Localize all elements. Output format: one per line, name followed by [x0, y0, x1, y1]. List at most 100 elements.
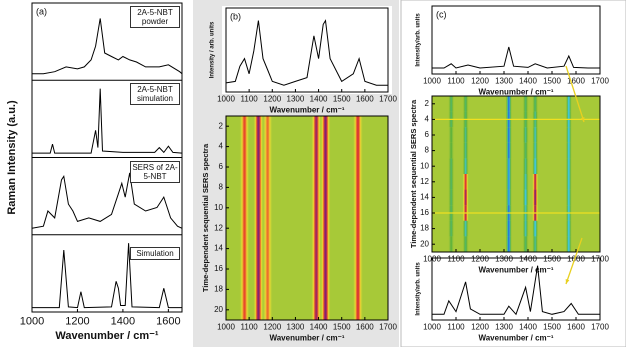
x-tick-label: 1300 — [495, 77, 513, 86]
heatmap-cell — [565, 236, 572, 252]
spectrum-label-box: Simulation — [130, 246, 180, 260]
heatmap-stripe — [263, 116, 273, 320]
spectrum-label-box: 2A-5-NBT simulation — [130, 83, 180, 106]
heatmap-cell — [462, 220, 469, 237]
y-tick-label: 8 — [425, 146, 430, 155]
heatmap-cell — [505, 236, 512, 252]
x-tick-label: 1200 — [263, 95, 281, 104]
heatmap-cell — [532, 220, 539, 237]
x-tick-label: 1200 — [263, 323, 281, 332]
panel-label: (a) — [36, 6, 47, 16]
x-tick-label: 1200 — [471, 323, 489, 332]
y-tick-label: 18 — [420, 224, 429, 233]
x-tick-label: 1400 — [111, 316, 135, 328]
heatmap-cell — [448, 236, 455, 252]
heatmap-cell — [565, 96, 572, 112]
annotation-arrowhead — [565, 279, 570, 284]
heatmap-cell — [565, 174, 572, 190]
x-tick-label: 1000 — [423, 323, 441, 332]
x-axis-label: Wavenumber / cm⁻¹ — [478, 87, 553, 96]
y-axis-label: Intensity / arb. units — [210, 21, 216, 78]
x-tick-label: 1500 — [333, 95, 351, 104]
x-tick-label: 1600 — [567, 323, 585, 332]
x-tick-label: 1400 — [310, 323, 328, 332]
spectrum-label: 2A-5-NBT simulation — [130, 83, 180, 106]
spectrum-line — [432, 265, 600, 316]
heatmap-cell — [448, 96, 455, 112]
plot-frame — [431, 257, 601, 321]
x-axis-label: Wavenumber / cm⁻¹ — [269, 333, 344, 342]
x-tick-label: 1200 — [65, 316, 89, 328]
x-tick-label: 1500 — [333, 323, 351, 332]
plot-frame — [31, 2, 183, 313]
x-tick-label: 1300 — [287, 323, 305, 332]
annotation-arrow — [565, 65, 585, 123]
heatmap-cell — [522, 158, 529, 174]
heatmap-cell — [522, 96, 529, 112]
x-tick-label: 1300 — [495, 323, 513, 332]
y-tick-label: 12 — [214, 223, 223, 232]
heatmap-cell — [522, 220, 529, 237]
heatmap-stripe — [320, 116, 331, 320]
x-tick-label: 1600 — [356, 323, 374, 332]
x-tick-label: 1600 — [567, 255, 585, 264]
heatmap-background — [226, 116, 388, 320]
x-tick-label: 1100 — [447, 255, 465, 264]
spectrum-line — [32, 243, 182, 309]
heatmap-cell — [462, 142, 469, 159]
x-tick-label: 1000 — [217, 323, 235, 332]
x-tick-label: 1200 — [471, 255, 489, 264]
x-tick-label: 1700 — [591, 323, 609, 332]
y-axis-label: Raman Intensity (a.u.) — [6, 100, 18, 215]
y-axis-label: Intensity/arb. units — [416, 13, 422, 67]
plot-frame — [225, 115, 389, 321]
x-tick-label: 1400 — [310, 95, 328, 104]
x-tick-label: 1600 — [156, 316, 180, 328]
y-axis-label: Time-dependent sequential SERS spectra — [201, 143, 210, 292]
plot-frame — [431, 95, 601, 253]
heatmap-cell — [532, 174, 539, 190]
spectrum-line — [225, 19, 388, 86]
panel-label: (c) — [436, 9, 447, 19]
heatmap-cell — [462, 158, 469, 174]
y-tick-label: 10 — [420, 161, 429, 170]
heatmap-cell — [448, 158, 455, 174]
y-tick-label: 4 — [219, 142, 224, 151]
x-tick-label: 1100 — [447, 323, 465, 332]
heatmap-cell — [462, 189, 469, 206]
heatmap-stripe — [353, 116, 363, 320]
x-tick-label: 1400 — [519, 77, 537, 86]
x-tick-label: 1700 — [379, 323, 397, 332]
heatmap-cell — [532, 236, 539, 252]
annotation-arrow — [565, 237, 583, 285]
heatmap-cell — [448, 174, 455, 190]
y-tick-label: 2 — [425, 99, 430, 108]
x-tick-label: 1000 — [20, 316, 44, 328]
x-tick-label: 1500 — [543, 323, 561, 332]
heatmap-stripe — [311, 116, 321, 320]
heatmap-stripe — [253, 116, 264, 320]
y-tick-label: 14 — [420, 193, 429, 202]
heatmap-cell — [522, 174, 529, 190]
y-tick-label: 6 — [219, 162, 224, 171]
x-tick-label: 1200 — [471, 77, 489, 86]
x-tick-label: 1400 — [519, 323, 537, 332]
heatmap-cell — [532, 158, 539, 174]
heatmap-cell — [522, 142, 529, 159]
x-tick-label: 1400 — [519, 255, 537, 264]
y-tick-label: 12 — [420, 177, 429, 186]
x-tick-label: 1500 — [543, 77, 561, 86]
heatmap-cell — [505, 96, 512, 112]
x-tick-label: 1300 — [287, 95, 305, 104]
heatmap-cell — [448, 127, 455, 143]
heatmap-cell — [462, 236, 469, 252]
heatmap-cell — [462, 174, 469, 190]
heatmap-cell — [565, 127, 572, 143]
y-tick-label: 14 — [214, 244, 223, 253]
heatmap-stripe — [239, 116, 250, 320]
spectrum-line — [432, 46, 600, 69]
y-tick-label: 18 — [214, 285, 223, 294]
y-tick-label: 16 — [420, 208, 429, 217]
y-axis-label: Time-dependent sequential SERS spectra — [409, 99, 418, 248]
